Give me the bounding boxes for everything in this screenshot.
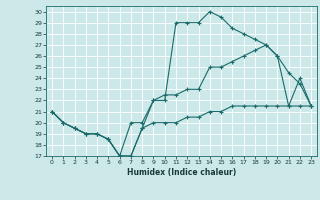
X-axis label: Humidex (Indice chaleur): Humidex (Indice chaleur) xyxy=(127,168,236,177)
